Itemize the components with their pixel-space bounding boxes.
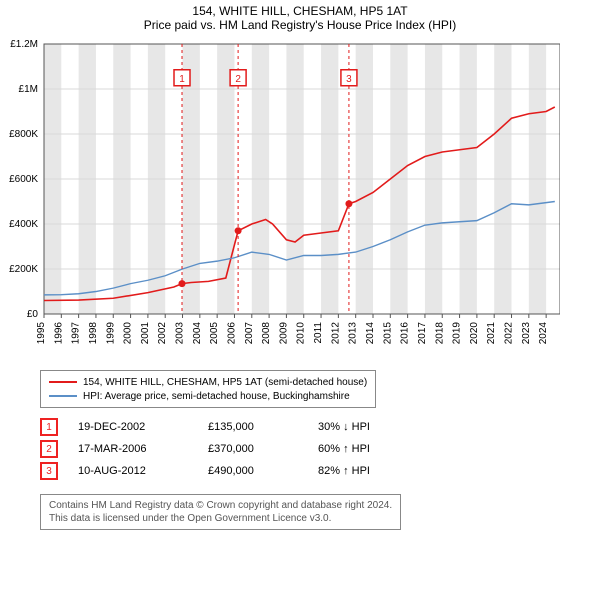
svg-text:2006: 2006 xyxy=(226,322,237,345)
svg-text:£800K: £800K xyxy=(9,129,38,140)
svg-text:2: 2 xyxy=(235,74,241,85)
svg-text:2017: 2017 xyxy=(417,322,428,345)
svg-text:£400K: £400K xyxy=(9,219,38,230)
chart-title: 154, WHITE HILL, CHESHAM, HP5 1AT xyxy=(0,0,600,18)
svg-text:2024: 2024 xyxy=(538,322,549,345)
sale-number-box: 1 xyxy=(40,418,58,436)
svg-text:2014: 2014 xyxy=(365,322,376,345)
svg-text:2003: 2003 xyxy=(175,322,186,345)
svg-text:2019: 2019 xyxy=(452,322,463,345)
series-legend: 154, WHITE HILL, CHESHAM, HP5 1AT (semi-… xyxy=(40,370,376,408)
footer-line-1: Contains HM Land Registry data © Crown c… xyxy=(49,499,392,512)
sale-price: £490,000 xyxy=(208,465,298,477)
svg-text:2010: 2010 xyxy=(296,322,307,345)
sale-price: £370,000 xyxy=(208,443,298,455)
svg-text:2016: 2016 xyxy=(400,322,411,345)
chart-area: £0 £200K £400K £600K £800K £1M £1.2M 1995 1996 19… xyxy=(0,34,600,359)
svg-text:2001: 2001 xyxy=(140,322,151,345)
svg-text:1995: 1995 xyxy=(36,322,47,345)
legend-label: 154, WHITE HILL, CHESHAM, HP5 1AT (semi-… xyxy=(83,377,367,388)
price-chart: £0 £200K £400K £600K £800K £1M £1.2M 1995 1996 19… xyxy=(0,34,560,354)
svg-text:2004: 2004 xyxy=(192,322,203,345)
svg-text:£600K: £600K xyxy=(9,174,38,185)
sales-table: 1 19-DEC-2002 £135,000 30% ↓ HPI 2 17-MAR-200… xyxy=(40,416,418,482)
svg-text:2005: 2005 xyxy=(209,322,220,345)
svg-text:2012: 2012 xyxy=(330,322,341,345)
svg-text:2022: 2022 xyxy=(504,322,515,345)
legend-label: HPI: Average price, semi-detached house,… xyxy=(83,391,350,402)
svg-text:2018: 2018 xyxy=(434,322,445,345)
svg-text:£200K: £200K xyxy=(9,264,38,275)
chart-subtitle: Price paid vs. HM Land Registry's House … xyxy=(0,18,600,34)
footer-line-2: This data is licensed under the Open Gov… xyxy=(49,512,392,525)
svg-text:1997: 1997 xyxy=(71,322,82,345)
svg-text:1998: 1998 xyxy=(88,322,99,345)
svg-text:2015: 2015 xyxy=(382,322,393,345)
svg-text:2021: 2021 xyxy=(486,322,497,345)
svg-text:1999: 1999 xyxy=(105,322,116,345)
sale-date: 17-MAR-2006 xyxy=(78,443,188,455)
legend-row: HPI: Average price, semi-detached house,… xyxy=(49,389,367,403)
data-licence-footer: Contains HM Land Registry data © Crown c… xyxy=(40,494,401,530)
sale-number-box: 3 xyxy=(40,462,58,480)
svg-text:2007: 2007 xyxy=(244,322,255,345)
svg-text:1: 1 xyxy=(179,74,185,85)
svg-text:2013: 2013 xyxy=(348,322,359,345)
sale-vs-hpi: 30% ↓ HPI xyxy=(318,421,418,433)
svg-text:1996: 1996 xyxy=(53,322,64,345)
svg-text:£1M: £1M xyxy=(19,84,38,95)
svg-text:£1.2M: £1.2M xyxy=(10,39,38,50)
svg-text:2000: 2000 xyxy=(123,322,134,345)
table-row: 1 19-DEC-2002 £135,000 30% ↓ HPI xyxy=(40,416,418,438)
sale-number-box: 2 xyxy=(40,440,58,458)
svg-text:2020: 2020 xyxy=(469,322,480,345)
table-row: 3 10-AUG-2012 £490,000 82% ↑ HPI xyxy=(40,460,418,482)
sale-vs-hpi: 82% ↑ HPI xyxy=(318,465,418,477)
legend-swatch xyxy=(49,395,77,397)
svg-text:£0: £0 xyxy=(27,309,39,320)
sale-vs-hpi: 60% ↑ HPI xyxy=(318,443,418,455)
legend-swatch xyxy=(49,381,77,383)
svg-text:2008: 2008 xyxy=(261,322,272,345)
legend-row: 154, WHITE HILL, CHESHAM, HP5 1AT (semi-… xyxy=(49,375,367,389)
sale-date: 19-DEC-2002 xyxy=(78,421,188,433)
sale-price: £135,000 xyxy=(208,421,298,433)
svg-text:2002: 2002 xyxy=(157,322,168,345)
svg-text:3: 3 xyxy=(346,74,352,85)
svg-text:2011: 2011 xyxy=(313,322,324,344)
sale-date: 10-AUG-2012 xyxy=(78,465,188,477)
svg-text:2023: 2023 xyxy=(521,322,532,345)
table-row: 2 17-MAR-2006 £370,000 60% ↑ HPI xyxy=(40,438,418,460)
svg-text:2009: 2009 xyxy=(278,322,289,345)
